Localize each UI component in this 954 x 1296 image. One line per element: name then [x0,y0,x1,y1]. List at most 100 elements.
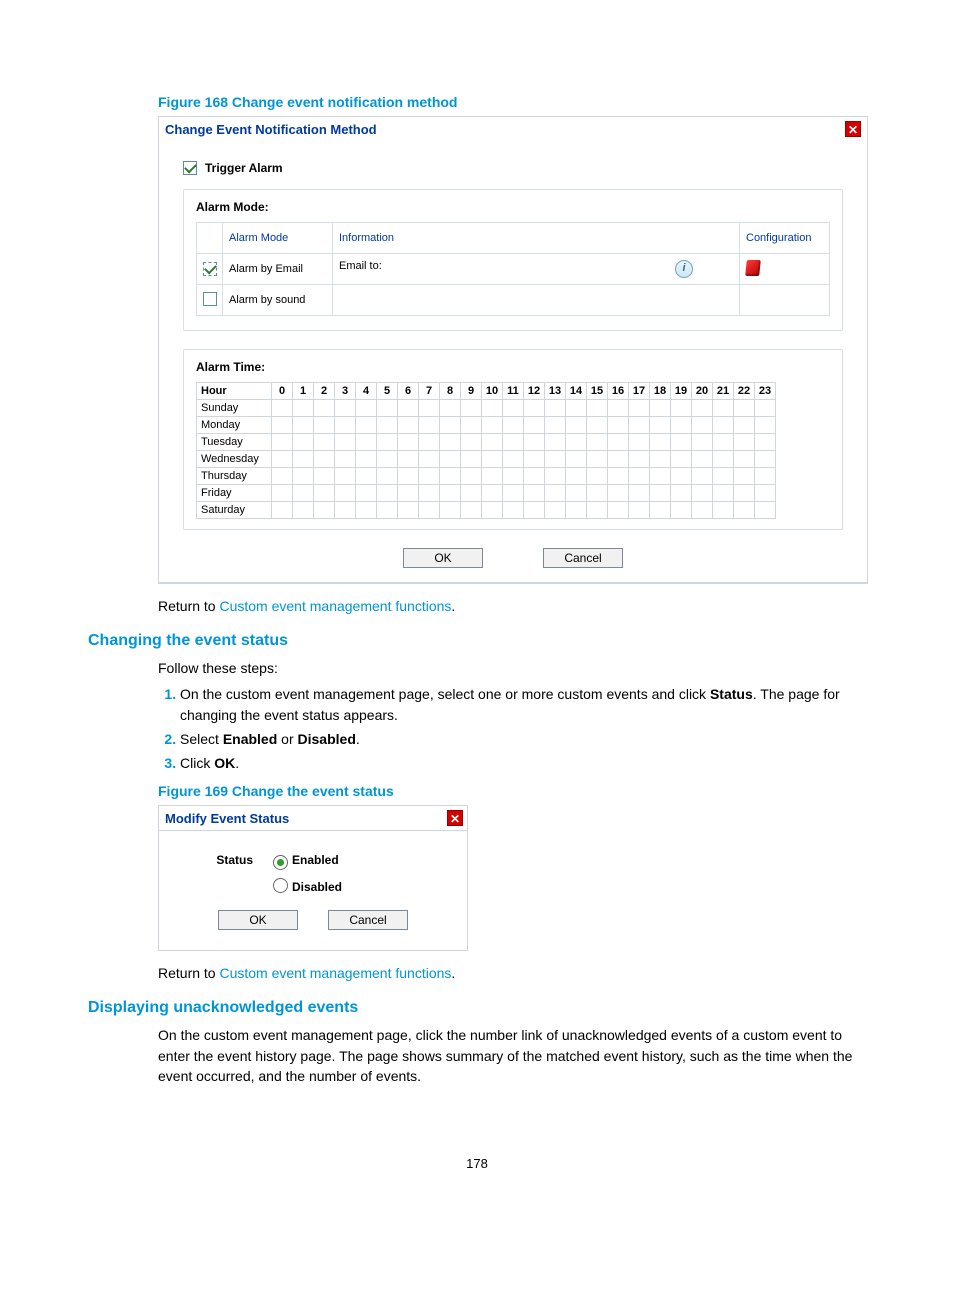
alarm-time-cell[interactable] [755,434,776,451]
alarm-time-cell[interactable] [440,434,461,451]
status-enabled-option[interactable]: Enabled [273,853,342,870]
alarm-time-cell[interactable] [524,468,545,485]
alarm-time-cell[interactable] [503,468,524,485]
alarm-time-cell[interactable] [524,502,545,519]
alarm-time-cell[interactable] [629,434,650,451]
alarm-time-cell[interactable] [356,468,377,485]
alarm-time-cell[interactable] [608,502,629,519]
cancel-button[interactable]: Cancel [328,910,408,930]
alarm-time-cell[interactable] [713,502,734,519]
alarm-time-cell[interactable] [650,400,671,417]
alarm-time-cell[interactable] [524,485,545,502]
alarm-time-cell[interactable] [545,502,566,519]
alarm-by-email-checkbox[interactable] [203,262,217,276]
alarm-time-cell[interactable] [482,417,503,434]
alarm-time-cell[interactable] [440,502,461,519]
configure-email-icon[interactable] [745,260,761,276]
alarm-time-cell[interactable] [314,485,335,502]
alarm-time-cell[interactable] [629,417,650,434]
alarm-time-cell[interactable] [755,417,776,434]
alarm-time-cell[interactable] [692,502,713,519]
alarm-time-cell[interactable] [356,400,377,417]
alarm-time-cell[interactable] [419,400,440,417]
alarm-time-cell[interactable] [314,468,335,485]
alarm-time-cell[interactable] [356,434,377,451]
alarm-time-cell[interactable] [692,400,713,417]
alarm-time-cell[interactable] [398,417,419,434]
alarm-time-cell[interactable] [335,451,356,468]
alarm-time-cell[interactable] [482,451,503,468]
alarm-time-cell[interactable] [293,400,314,417]
alarm-time-cell[interactable] [755,400,776,417]
alarm-time-cell[interactable] [440,451,461,468]
alarm-time-cell[interactable] [314,502,335,519]
alarm-time-cell[interactable] [566,451,587,468]
alarm-time-cell[interactable] [335,417,356,434]
alarm-time-cell[interactable] [272,417,293,434]
alarm-time-cell[interactable] [503,434,524,451]
alarm-time-cell[interactable] [587,485,608,502]
alarm-time-cell[interactable] [734,451,755,468]
alarm-time-cell[interactable] [566,468,587,485]
alarm-time-cell[interactable] [629,468,650,485]
custom-event-mgmt-link[interactable]: Custom event management functions [219,965,451,981]
ok-button[interactable]: OK [218,910,298,930]
status-disabled-option[interactable]: Disabled [273,878,342,894]
alarm-time-cell[interactable] [419,451,440,468]
alarm-time-cell[interactable] [629,400,650,417]
alarm-time-cell[interactable] [713,468,734,485]
trigger-alarm-checkbox[interactable] [183,161,197,175]
alarm-time-cell[interactable] [293,502,314,519]
custom-event-mgmt-link[interactable]: Custom event management functions [219,598,451,614]
alarm-time-cell[interactable] [566,434,587,451]
alarm-time-cell[interactable] [608,485,629,502]
alarm-time-cell[interactable] [734,485,755,502]
alarm-time-cell[interactable] [608,468,629,485]
alarm-time-cell[interactable] [650,502,671,519]
alarm-time-cell[interactable] [545,451,566,468]
alarm-time-cell[interactable] [335,502,356,519]
alarm-time-cell[interactable] [587,417,608,434]
alarm-time-cell[interactable] [482,434,503,451]
alarm-time-cell[interactable] [440,417,461,434]
ok-button[interactable]: OK [403,548,483,568]
alarm-time-cell[interactable] [461,434,482,451]
alarm-time-cell[interactable] [398,400,419,417]
alarm-time-cell[interactable] [272,485,293,502]
alarm-time-cell[interactable] [419,434,440,451]
alarm-time-cell[interactable] [566,417,587,434]
alarm-time-cell[interactable] [272,400,293,417]
alarm-time-cell[interactable] [671,502,692,519]
alarm-time-cell[interactable] [671,417,692,434]
alarm-time-cell[interactable] [608,434,629,451]
alarm-time-cell[interactable] [566,502,587,519]
alarm-time-cell[interactable] [629,451,650,468]
alarm-time-cell[interactable] [713,434,734,451]
alarm-time-cell[interactable] [482,468,503,485]
alarm-time-cell[interactable] [377,468,398,485]
alarm-time-cell[interactable] [482,400,503,417]
alarm-time-cell[interactable] [314,400,335,417]
alarm-time-cell[interactable] [524,417,545,434]
alarm-time-cell[interactable] [314,451,335,468]
alarm-time-cell[interactable] [293,417,314,434]
alarm-time-cell[interactable] [713,451,734,468]
alarm-time-cell[interactable] [377,434,398,451]
alarm-time-cell[interactable] [377,502,398,519]
alarm-time-cell[interactable] [734,434,755,451]
alarm-time-cell[interactable] [335,434,356,451]
alarm-time-cell[interactable] [272,502,293,519]
alarm-time-cell[interactable] [608,451,629,468]
alarm-time-cell[interactable] [713,417,734,434]
alarm-time-cell[interactable] [356,451,377,468]
alarm-time-cell[interactable] [755,451,776,468]
alarm-time-cell[interactable] [293,434,314,451]
alarm-time-cell[interactable] [272,468,293,485]
alarm-time-cell[interactable] [419,485,440,502]
alarm-by-sound-checkbox[interactable] [203,292,217,306]
alarm-time-cell[interactable] [440,468,461,485]
alarm-time-cell[interactable] [629,485,650,502]
alarm-time-cell[interactable] [524,451,545,468]
alarm-time-cell[interactable] [398,434,419,451]
alarm-time-cell[interactable] [482,485,503,502]
